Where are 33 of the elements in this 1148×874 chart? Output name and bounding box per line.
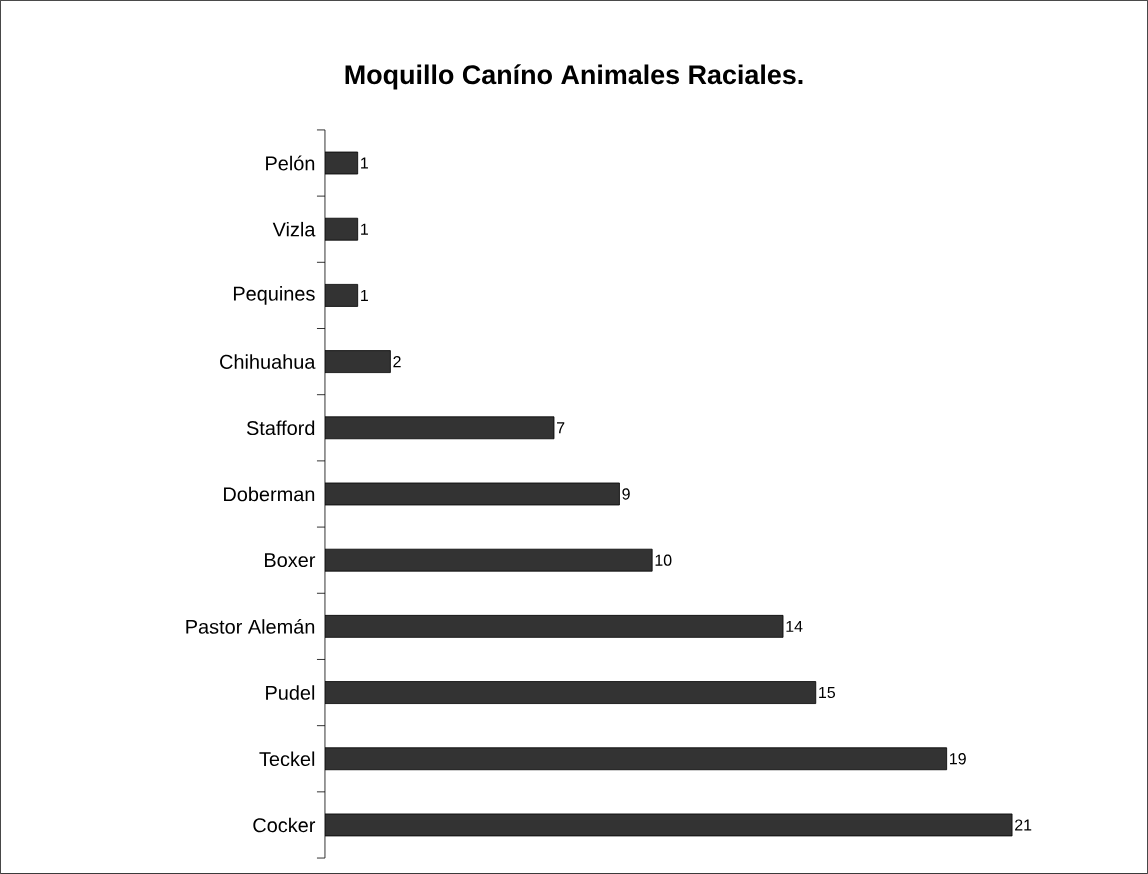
data-label: 9 (622, 488, 630, 500)
y-tick-label: Stafford (246, 420, 315, 436)
bar (324, 747, 948, 771)
y-tick-label: Pelón (266, 155, 315, 171)
bar (324, 813, 1013, 837)
y-tick-label: Vizla (272, 221, 316, 237)
bar (324, 681, 817, 704)
bar (324, 416, 555, 440)
data-label: 21 (1015, 819, 1032, 831)
data-label: 7 (557, 422, 565, 434)
y-tick-label: Teckel (259, 751, 315, 767)
data-label: 19 (950, 753, 966, 765)
y-tick-label: Boxer (265, 553, 316, 568)
bar (324, 482, 620, 506)
bar (324, 548, 653, 572)
data-label: 1 (361, 223, 368, 235)
bar (324, 350, 391, 374)
chart-title: Moquillo Caníno Animales Raciales. (345, 64, 803, 90)
bar (324, 217, 359, 241)
y-tick-label: Cocker (253, 817, 316, 833)
bar (324, 284, 359, 307)
data-label: 15 (819, 687, 836, 699)
y-tick-label: Chihuahua (220, 354, 316, 369)
y-tick-label: Pudel (266, 685, 315, 700)
y-tick-label: Pequines (233, 286, 315, 305)
data-label: 1 (361, 289, 368, 301)
bar (324, 615, 784, 638)
y-tick-label: Pastor Alemán (186, 618, 315, 634)
y-tick-label: Doberman (224, 486, 315, 502)
data-label: 10 (655, 554, 672, 566)
data-label: 1 (361, 157, 368, 169)
data-label: 2 (393, 356, 401, 368)
data-label: 14 (786, 620, 803, 632)
